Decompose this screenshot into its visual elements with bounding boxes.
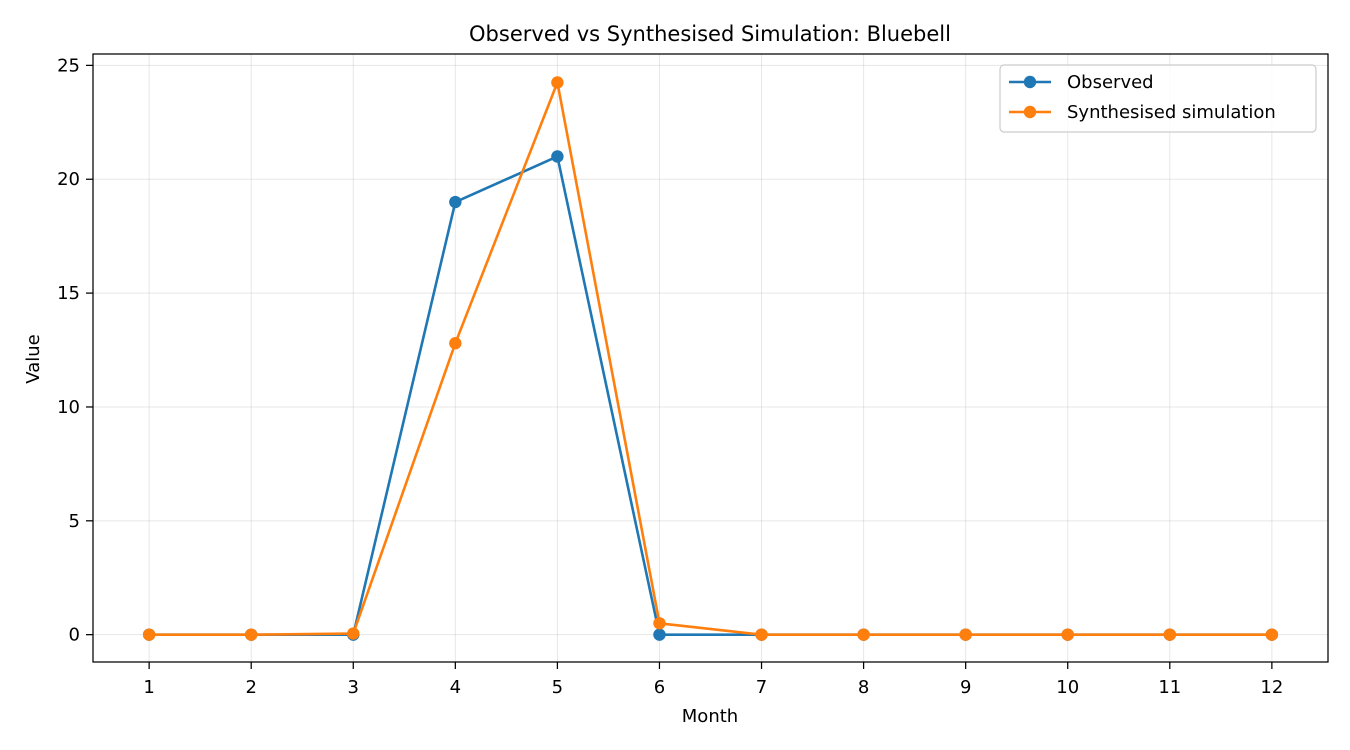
data-point-synthesised-simulation bbox=[245, 628, 258, 641]
x-tick-label: 12 bbox=[1260, 677, 1283, 698]
y-tick-label: 0 bbox=[69, 625, 80, 646]
y-tick-label: 15 bbox=[57, 283, 80, 304]
legend-box bbox=[999, 64, 1317, 133]
x-tick-label: 1 bbox=[143, 677, 154, 698]
legend-marker bbox=[1023, 105, 1037, 119]
legend: Observed Synthesised simulation bbox=[999, 64, 1317, 133]
x-tick-label: 3 bbox=[348, 677, 359, 698]
data-point-observed bbox=[653, 628, 666, 641]
series-line-synthesised-simulation bbox=[149, 81, 1272, 636]
legend-item: Observed bbox=[1009, 72, 1154, 93]
y-axis-label: Value bbox=[23, 334, 44, 383]
data-point-synthesised-simulation bbox=[755, 628, 768, 641]
data-point-synthesised-simulation bbox=[347, 627, 360, 640]
x-tick-label: 6 bbox=[654, 677, 665, 698]
y-tick-label: 5 bbox=[69, 511, 80, 532]
x-tick-label: 4 bbox=[450, 677, 461, 698]
legend-marker bbox=[1023, 75, 1037, 89]
series-synthesised-simulation bbox=[142, 76, 1279, 641]
legend-item: Synthesised simulation bbox=[1009, 102, 1276, 123]
x-tick-label: 9 bbox=[960, 677, 971, 698]
data-point-synthesised-simulation bbox=[449, 336, 462, 350]
data-point-synthesised-simulation bbox=[857, 628, 870, 641]
x-tick-label: 5 bbox=[552, 677, 563, 698]
x-axis-label: Month bbox=[682, 706, 738, 727]
data-point-synthesised-simulation bbox=[1163, 628, 1176, 641]
y-tick-label: 25 bbox=[57, 55, 80, 76]
series-layer bbox=[142, 76, 1279, 641]
x-tick-label: 2 bbox=[245, 677, 256, 698]
data-point-synthesised-simulation bbox=[1061, 628, 1074, 641]
data-point-synthesised-simulation bbox=[653, 617, 666, 630]
y-tick-label: 20 bbox=[57, 169, 80, 190]
data-point-synthesised-simulation bbox=[959, 628, 972, 641]
data-point-observed bbox=[449, 195, 462, 209]
y-tick-label: 10 bbox=[57, 397, 80, 418]
legend-label: Observed bbox=[1067, 72, 1154, 93]
x-tick-label: 8 bbox=[858, 677, 869, 698]
chart-title: Observed vs Synthesised Simulation: Blue… bbox=[469, 22, 951, 46]
data-point-synthesised-simulation bbox=[551, 76, 564, 89]
x-tick-label: 10 bbox=[1056, 677, 1079, 698]
data-point-synthesised-simulation bbox=[142, 628, 156, 641]
x-tick-label: 7 bbox=[756, 677, 767, 698]
plot-frame bbox=[92, 53, 1329, 663]
x-tick-label: 11 bbox=[1158, 677, 1181, 698]
legend-label: Synthesised simulation bbox=[1067, 102, 1276, 123]
data-point-synthesised-simulation bbox=[1265, 628, 1279, 641]
grid-lines bbox=[93, 54, 1328, 662]
data-point-observed bbox=[551, 150, 564, 163]
